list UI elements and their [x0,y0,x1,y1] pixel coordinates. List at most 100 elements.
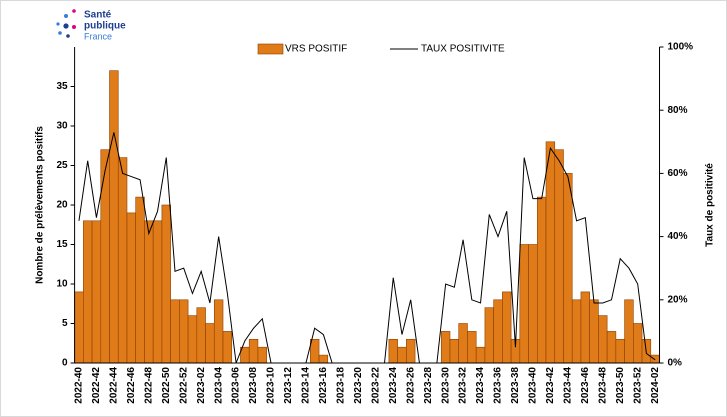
bar [248,338,259,364]
x-tick-label: 2023-30 [440,367,451,404]
x-tick-label: 2023-06 [231,367,242,404]
x-tick-label: 2023-52 [632,367,643,404]
y-tick-label: 10 [56,279,68,290]
bar [440,331,451,364]
x-tick-label: 2022-52 [178,367,189,404]
logo-text: publique [84,21,126,32]
bar [598,315,608,364]
y-tick-label: 30 [56,121,68,132]
x-tick-label: 2023-02 [196,367,207,404]
bar [126,212,137,364]
bar [91,220,102,364]
bar [528,244,538,364]
x-tick-label: 2023-16 [318,367,329,404]
logo-text: Santé [84,10,112,21]
bar [135,196,145,364]
x-tick-label: 2023-26 [405,367,416,404]
x-tick-label: 2023-18 [336,367,347,404]
bar [196,307,206,364]
x-tick-label: 2023-20 [353,367,364,404]
logo-text: France [84,31,112,41]
bar [493,299,503,364]
x-tick-label: 2022-42 [91,367,102,404]
x-tick-label: 2023-24 [388,367,399,404]
x-tick-label: 2024-02 [650,367,661,404]
bar [406,338,416,364]
y-axis-title: Nombre de prélèvements positifs [35,126,46,284]
bar [388,338,398,364]
bar [205,323,215,364]
bar [213,299,224,364]
x-tick-label: 2023-40 [528,367,539,404]
x-tick-label: 2023-14 [301,367,312,404]
bar [458,323,468,364]
legend-label: VRS POSITIF [285,44,347,55]
bar [624,299,634,364]
x-tick-label: 2023-04 [213,367,224,404]
y-tick-label: 15 [56,239,68,250]
bar [310,338,320,364]
x-tick-label: 2023-42 [545,367,556,404]
bar [187,315,198,364]
y2-tick-label: 40% [668,231,688,242]
bar [144,220,154,364]
y2-tick-label: 0% [668,358,683,369]
y2-axis-title: Taux de positivité [705,163,716,247]
bar [170,299,180,364]
y-tick-label: 0 [62,358,68,369]
y2-tick-label: 100% [668,42,694,53]
bar [179,299,189,364]
bar [554,149,564,364]
y-tick-label: 35 [56,81,68,92]
bar [536,196,547,364]
bar [74,291,84,364]
x-tick-label: 2022-48 [143,367,154,404]
bar [633,323,643,364]
bar [161,204,171,364]
bar [83,220,93,364]
y-tick-label: 20 [56,200,68,211]
bar [484,307,494,364]
x-tick-label: 2023-44 [562,367,573,404]
x-tick-label: 2023-36 [493,367,504,404]
bar [318,354,329,364]
y2-tick-label: 20% [668,294,688,305]
bar [222,331,233,364]
x-tick-label: 2023-46 [580,367,591,404]
bar [467,331,477,364]
x-tick-label: 2022-46 [126,367,137,404]
bar [449,338,460,364]
bar [571,299,582,364]
x-tick-label: 2023-32 [458,367,469,404]
bar [519,244,529,364]
bar [502,291,512,364]
x-tick-label: 2023-08 [248,367,259,404]
y2-tick-label: 60% [668,168,688,179]
x-tick-label: 2023-12 [283,367,294,404]
bar [117,157,128,364]
legend-swatch [257,43,284,55]
bar [580,291,590,364]
x-tick-label: 2023-34 [475,367,486,404]
bar [545,141,556,364]
x-tick-label: 2023-38 [510,367,521,404]
x-tick-label: 2022-50 [161,367,172,404]
y2-tick-label: 80% [668,105,688,116]
x-tick-label: 2022-40 [74,367,85,404]
y-tick-label: 5 [62,318,68,329]
bar [100,149,110,364]
bar [606,331,617,364]
bar [152,220,163,364]
bar [615,338,625,364]
x-tick-label: 2023-22 [370,367,381,404]
x-tick-label: 2023-50 [615,367,626,404]
y-tick-label: 25 [56,160,68,171]
x-tick-label: 2023-48 [597,367,608,404]
bar [475,346,486,364]
bar [257,346,267,364]
bar [109,70,119,364]
legend-label: TAUX POSITIVITE [421,44,505,55]
bar [563,173,573,364]
bar [650,354,660,364]
